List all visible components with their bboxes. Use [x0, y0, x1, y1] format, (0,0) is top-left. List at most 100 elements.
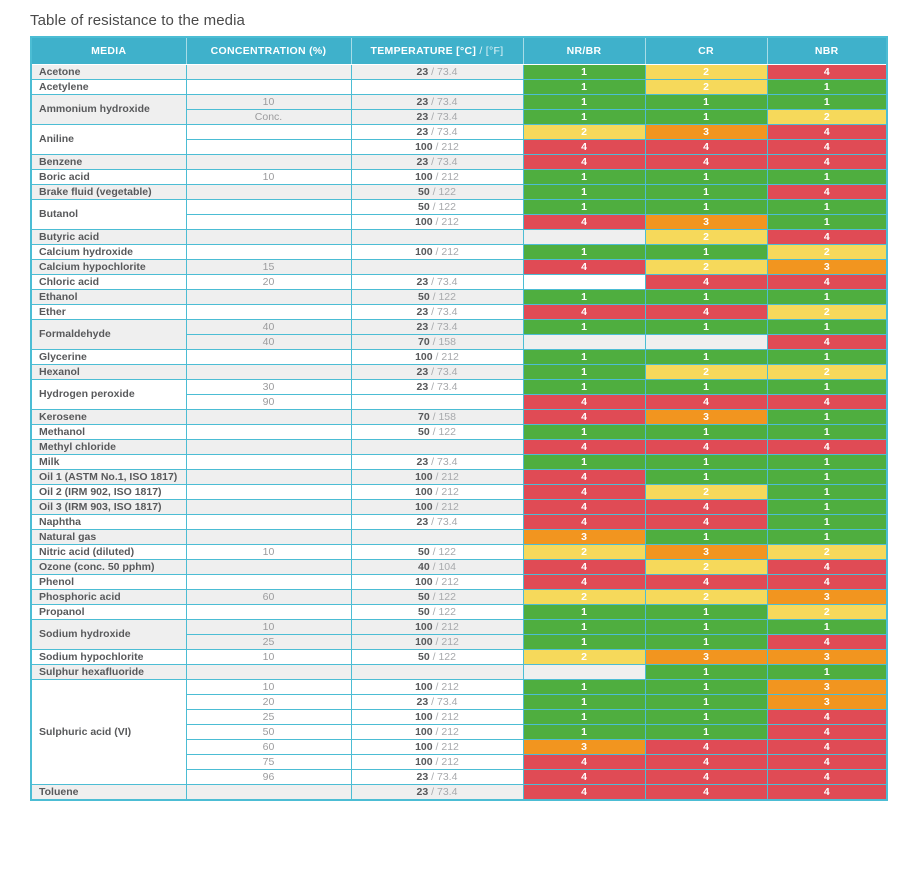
temperature-cell: 100 / 212 [350, 243, 524, 260]
concentration-cell [185, 348, 352, 365]
concentration-cell [185, 513, 352, 530]
temperature-cell: 23 / 73.4 [350, 273, 524, 290]
rating-cell-cr: 4 [644, 153, 768, 170]
temperature-fahrenheit: / 73.4 [428, 95, 458, 108]
temperature-celsius: 70 [418, 335, 430, 348]
media-cell: Ozone (conc. 50 pphm) [30, 558, 187, 575]
rating-cell-nrbr: 4 [522, 438, 646, 455]
rating-cell-cr: 1 [644, 243, 768, 260]
temperature-fahrenheit: / 122 [429, 590, 456, 603]
concentration-cell: 10 [185, 618, 352, 635]
temperature-cell: 100 / 212 [350, 468, 524, 485]
temperature-celsius: 100 [415, 170, 433, 183]
temperature-fahrenheit: / 73.4 [428, 110, 458, 123]
rating-cell-cr: 3 [644, 213, 768, 230]
media-cell: Sodium hydroxide [30, 618, 187, 650]
temperature-celsius: 100 [415, 140, 433, 153]
temperature-celsius: 100 [415, 215, 433, 228]
table-row: Chloric acid 20 23 / 73.4 4 4 [30, 273, 888, 290]
temperature-cell: 100 / 212 [350, 723, 524, 740]
rating-cell-nbr: 4 [766, 633, 888, 650]
rating-cell-cr: 4 [644, 753, 768, 770]
rating-cell-nbr: 4 [766, 183, 888, 200]
table-row: Hydrogen peroxide 30 23 / 73.4 1 1 1 [30, 378, 888, 410]
temperature-celsius: 50 [418, 200, 430, 213]
temperature-fahrenheit: / 122 [429, 545, 456, 558]
rating-cell-cr: 1 [644, 168, 768, 185]
table-row: 40 70 / 158 4 [31, 333, 888, 350]
rating-cell-cr: 2 [644, 363, 768, 380]
concentration-cell: 20 [185, 693, 352, 710]
rating-cell-cr: 1 [644, 603, 768, 620]
concentration-cell [185, 363, 352, 380]
media-cell: Natural gas [30, 528, 187, 545]
temperature-celsius: 100 [415, 245, 433, 258]
rating-cell-nbr: 4 [766, 228, 888, 245]
media-cell: Kerosene [30, 408, 187, 425]
table-row: Sodium hypochlorite 10 50 / 122 2 3 3 [30, 648, 888, 665]
rating-cell-cr: 4 [644, 303, 768, 320]
rating-cell-nbr: 4 [766, 768, 888, 785]
rating-cell-nrbr: 4 [522, 753, 646, 770]
temperature-fahrenheit: / 73.4 [428, 320, 458, 333]
rating-cell-cr: 1 [644, 108, 768, 125]
temperature-cell [350, 393, 524, 410]
media-cell: Chloric acid [30, 273, 187, 290]
temperature-fahrenheit: / 73.4 [428, 275, 458, 288]
table-row: 60 100 / 212 3 4 4 [31, 738, 888, 755]
temperature-celsius: 23 [416, 380, 429, 393]
temperature-fahrenheit: / 212 [432, 140, 459, 153]
rating-cell-nbr: 4 [766, 438, 888, 455]
rating-cell-nrbr: 1 [522, 78, 646, 95]
rating-cell-cr: 1 [644, 378, 768, 395]
rating-cell-cr: 4 [644, 768, 768, 785]
temperature-cell: 100 / 212 [350, 618, 524, 635]
temperature-cell: 70 / 158 [350, 333, 524, 350]
temperature-fahrenheit: / 212 [432, 350, 459, 363]
rating-cell-nrbr [522, 333, 646, 350]
rating-cell-cr: 2 [644, 78, 768, 95]
temperature-fahrenheit: / 212 [432, 680, 459, 693]
media-cell: Acetone [30, 63, 187, 80]
table-row: Calcium hydroxide 100 / 212 1 1 2 [30, 243, 888, 260]
temperature-fahrenheit: / 73.4 [428, 515, 458, 528]
temperature-fahrenheit: / 73.4 [428, 365, 458, 378]
temperature-fahrenheit: / 73.4 [428, 65, 458, 78]
col-header-temperature-f: / [°F] [476, 44, 504, 57]
table-row: Propanol 50 / 122 1 1 2 [30, 603, 888, 620]
media-cell: Methanol [30, 423, 187, 440]
concentration-cell: 90 [185, 393, 352, 410]
rating-cell-nrbr: 1 [522, 168, 646, 185]
rating-cell-nrbr: 1 [522, 288, 646, 305]
concentration-cell: 40 [185, 333, 352, 350]
rating-cell-cr: 1 [644, 423, 768, 440]
temperature-celsius: 23 [416, 515, 429, 528]
concentration-cell [185, 63, 352, 80]
temperature-cell: 23 / 73.4 [350, 783, 524, 800]
rating-cell-nrbr: 4 [522, 783, 646, 800]
rating-cell-cr: 1 [644, 708, 768, 725]
rating-cell-nbr: 4 [766, 138, 888, 155]
temperature-cell: 23 / 73.4 [350, 768, 524, 785]
temperature-cell: 100 / 212 [350, 483, 524, 500]
media-cell: Nitric acid (diluted) [30, 543, 187, 560]
temperature-fahrenheit: / 73.4 [428, 305, 458, 318]
table-row: Ether 23 / 73.4 4 4 2 [30, 303, 888, 320]
media-cell: Formaldehyde [30, 318, 187, 350]
temperature-cell [350, 228, 524, 245]
temperature-celsius: 50 [418, 185, 430, 198]
rating-cell-cr: 4 [644, 138, 768, 155]
rating-cell-nbr: 1 [766, 213, 888, 230]
table-row: Naphtha 23 / 73.4 4 4 1 [30, 513, 888, 530]
temperature-fahrenheit: / 212 [432, 215, 459, 228]
rating-cell-cr: 1 [644, 618, 768, 635]
table-row: Toluene 23 / 73.4 4 4 4 [30, 783, 888, 800]
rating-cell-nbr: 1 [766, 483, 888, 500]
rating-cell-cr: 3 [644, 648, 768, 665]
media-cell: Ethanol [30, 288, 187, 305]
col-header-concentration: CONCENTRATION (%) [186, 37, 352, 65]
temperature-cell: 50 / 122 [350, 198, 524, 215]
rating-cell-nrbr: 4 [522, 498, 646, 515]
temperature-fahrenheit: / 73.4 [428, 155, 458, 168]
table-body: Acetone 23 / 73.4 1 2 4 Acetylene 1 2 1 Ammonium … [30, 63, 888, 800]
